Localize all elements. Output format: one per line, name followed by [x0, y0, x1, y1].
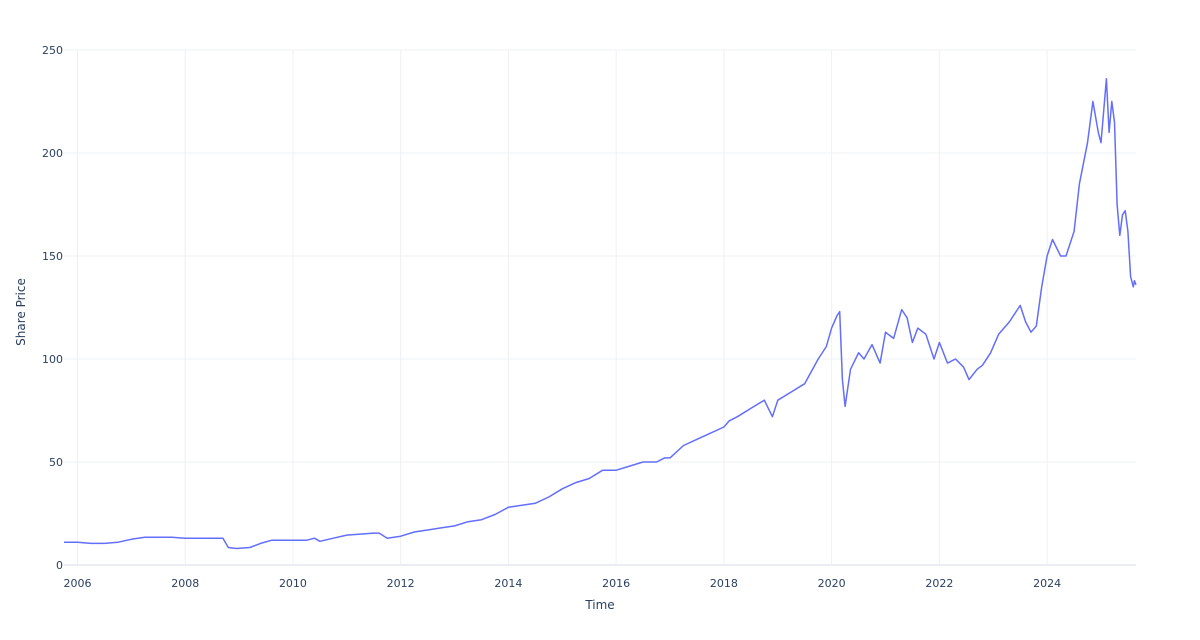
- y-tick-labels: 0 50 100 150 200 250: [42, 44, 63, 572]
- y-tick-label: 50: [49, 456, 63, 469]
- y-tick-label: 150: [42, 250, 63, 263]
- y-tick-label: 0: [56, 559, 63, 572]
- x-tick-label: 2012: [387, 577, 415, 590]
- y-tick-label: 200: [42, 147, 63, 160]
- x-tick-label: 2016: [602, 577, 630, 590]
- y-axis-title: Share Price: [14, 278, 28, 346]
- gridlines: [64, 49, 1136, 566]
- x-tick-label: 2024: [1033, 577, 1061, 590]
- x-tick-label: 2008: [171, 577, 199, 590]
- x-tick-label: 2018: [710, 577, 738, 590]
- x-tick-labels: 2006 2008 2010 2012 2014 2016 2018 2020 2022 2024: [63, 577, 1061, 590]
- x-tick-label: 2020: [818, 577, 846, 590]
- x-tick-label: 2010: [279, 577, 307, 590]
- series-layer: [64, 78, 1137, 550]
- price-series-line: [64, 78, 1137, 550]
- y-tick-label: 250: [42, 44, 63, 57]
- x-tick-label: 2006: [63, 577, 91, 590]
- x-tick-label: 2014: [494, 577, 522, 590]
- x-axis-title: Time: [584, 598, 614, 612]
- y-tick-label: 100: [42, 353, 63, 366]
- x-tick-label: 2022: [925, 577, 953, 590]
